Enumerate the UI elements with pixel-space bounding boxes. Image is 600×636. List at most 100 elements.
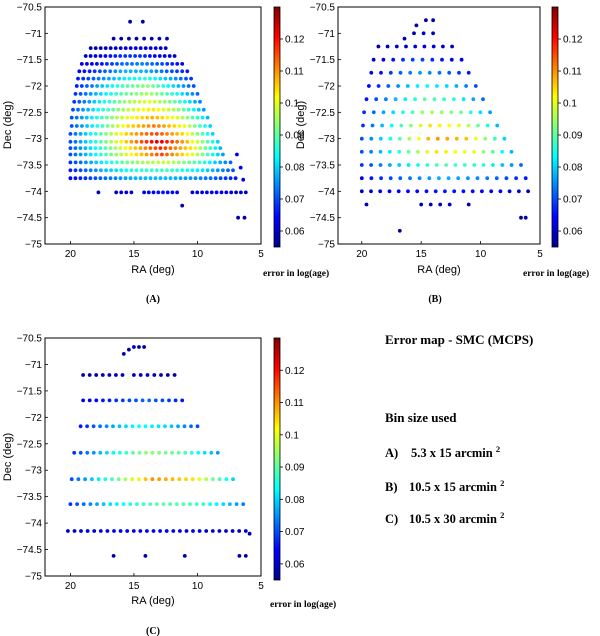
data-point <box>369 163 373 167</box>
data-point <box>100 84 105 88</box>
colorbar-tick-label: 0.12 <box>563 35 583 46</box>
data-point <box>107 76 111 81</box>
data-point <box>157 450 162 455</box>
data-point <box>175 92 180 96</box>
data-point <box>151 107 156 112</box>
data-point <box>418 123 423 128</box>
data-point <box>74 84 79 88</box>
data-point <box>182 124 187 128</box>
data-point <box>78 92 83 96</box>
data-point <box>221 502 226 506</box>
data-point <box>452 189 457 194</box>
data-point <box>211 477 215 482</box>
data-point <box>172 373 177 377</box>
data-point <box>123 54 128 58</box>
data-point <box>76 107 80 112</box>
data-point <box>388 176 393 181</box>
data-point <box>195 168 200 173</box>
colorbar-tick-label: 0.1 <box>285 430 299 441</box>
data-point <box>168 176 173 181</box>
data-point <box>135 84 140 88</box>
data-point <box>388 70 393 75</box>
data-point <box>380 123 384 128</box>
data-point <box>115 115 119 120</box>
data-point <box>158 529 163 533</box>
data-point <box>418 70 422 75</box>
data-point <box>157 477 162 482</box>
data-point <box>81 373 85 377</box>
data-point <box>403 97 408 102</box>
data-point <box>116 107 121 112</box>
data-point <box>103 46 108 50</box>
y-axis-label: Dec (deg) <box>2 101 14 149</box>
data-point <box>200 168 205 173</box>
data-point <box>80 124 84 128</box>
data-point <box>188 502 192 506</box>
data-point <box>157 54 162 58</box>
data-point <box>500 149 504 154</box>
data-point <box>148 146 153 151</box>
data-point <box>99 92 103 96</box>
data-point <box>136 124 141 128</box>
data-point <box>113 69 118 74</box>
data-point <box>454 84 459 88</box>
data-point <box>143 46 148 50</box>
data-point <box>73 176 78 181</box>
data-points <box>68 19 248 220</box>
data-point <box>96 477 101 482</box>
y-tick-label: −74.5 <box>17 213 43 224</box>
data-point <box>187 124 192 128</box>
x-tick-label: 15 <box>128 581 140 592</box>
data-point <box>142 345 147 349</box>
data-point <box>160 92 164 96</box>
data-point <box>159 69 164 74</box>
data-point <box>464 136 469 141</box>
data-point <box>138 529 143 533</box>
data-point <box>181 107 186 112</box>
x-tick-label: 5 <box>537 249 543 260</box>
data-point <box>114 132 119 136</box>
data-point <box>145 373 150 377</box>
data-point <box>387 189 392 194</box>
y-tick-label: −75 <box>25 572 42 583</box>
data-point <box>175 168 180 173</box>
data-point <box>473 136 478 141</box>
data-point <box>359 149 364 154</box>
data-point <box>126 107 131 112</box>
data-point <box>208 146 213 151</box>
data-point <box>228 176 233 181</box>
data-point <box>109 139 113 144</box>
data-point <box>83 132 88 136</box>
data-point <box>161 190 165 195</box>
data-point <box>98 69 102 74</box>
data-point <box>428 202 433 207</box>
data-point <box>201 502 206 506</box>
data-point <box>495 123 500 128</box>
data-point <box>247 531 252 536</box>
data-point <box>157 99 162 104</box>
data-point <box>120 398 125 403</box>
data-point <box>126 36 131 41</box>
data-point <box>85 62 89 66</box>
data-point <box>371 57 376 62</box>
colorbar-tick-label: 0.07 <box>285 527 305 538</box>
data-point <box>165 132 169 136</box>
data-point <box>192 124 197 128</box>
data-point <box>200 115 205 120</box>
data-point <box>153 146 158 151</box>
data-point <box>241 177 246 182</box>
data-point <box>128 54 133 58</box>
data-point <box>140 84 145 88</box>
data-point <box>98 424 102 429</box>
data-point <box>189 450 194 455</box>
data-point <box>214 502 219 506</box>
data-point <box>165 92 169 96</box>
y-tick-label: −72 <box>318 82 335 93</box>
data-point <box>176 84 181 88</box>
data-point <box>155 62 160 66</box>
data-point <box>135 115 140 120</box>
data-point <box>485 123 490 128</box>
data-point <box>173 176 178 181</box>
data-point <box>170 69 174 74</box>
data-point <box>175 62 180 66</box>
